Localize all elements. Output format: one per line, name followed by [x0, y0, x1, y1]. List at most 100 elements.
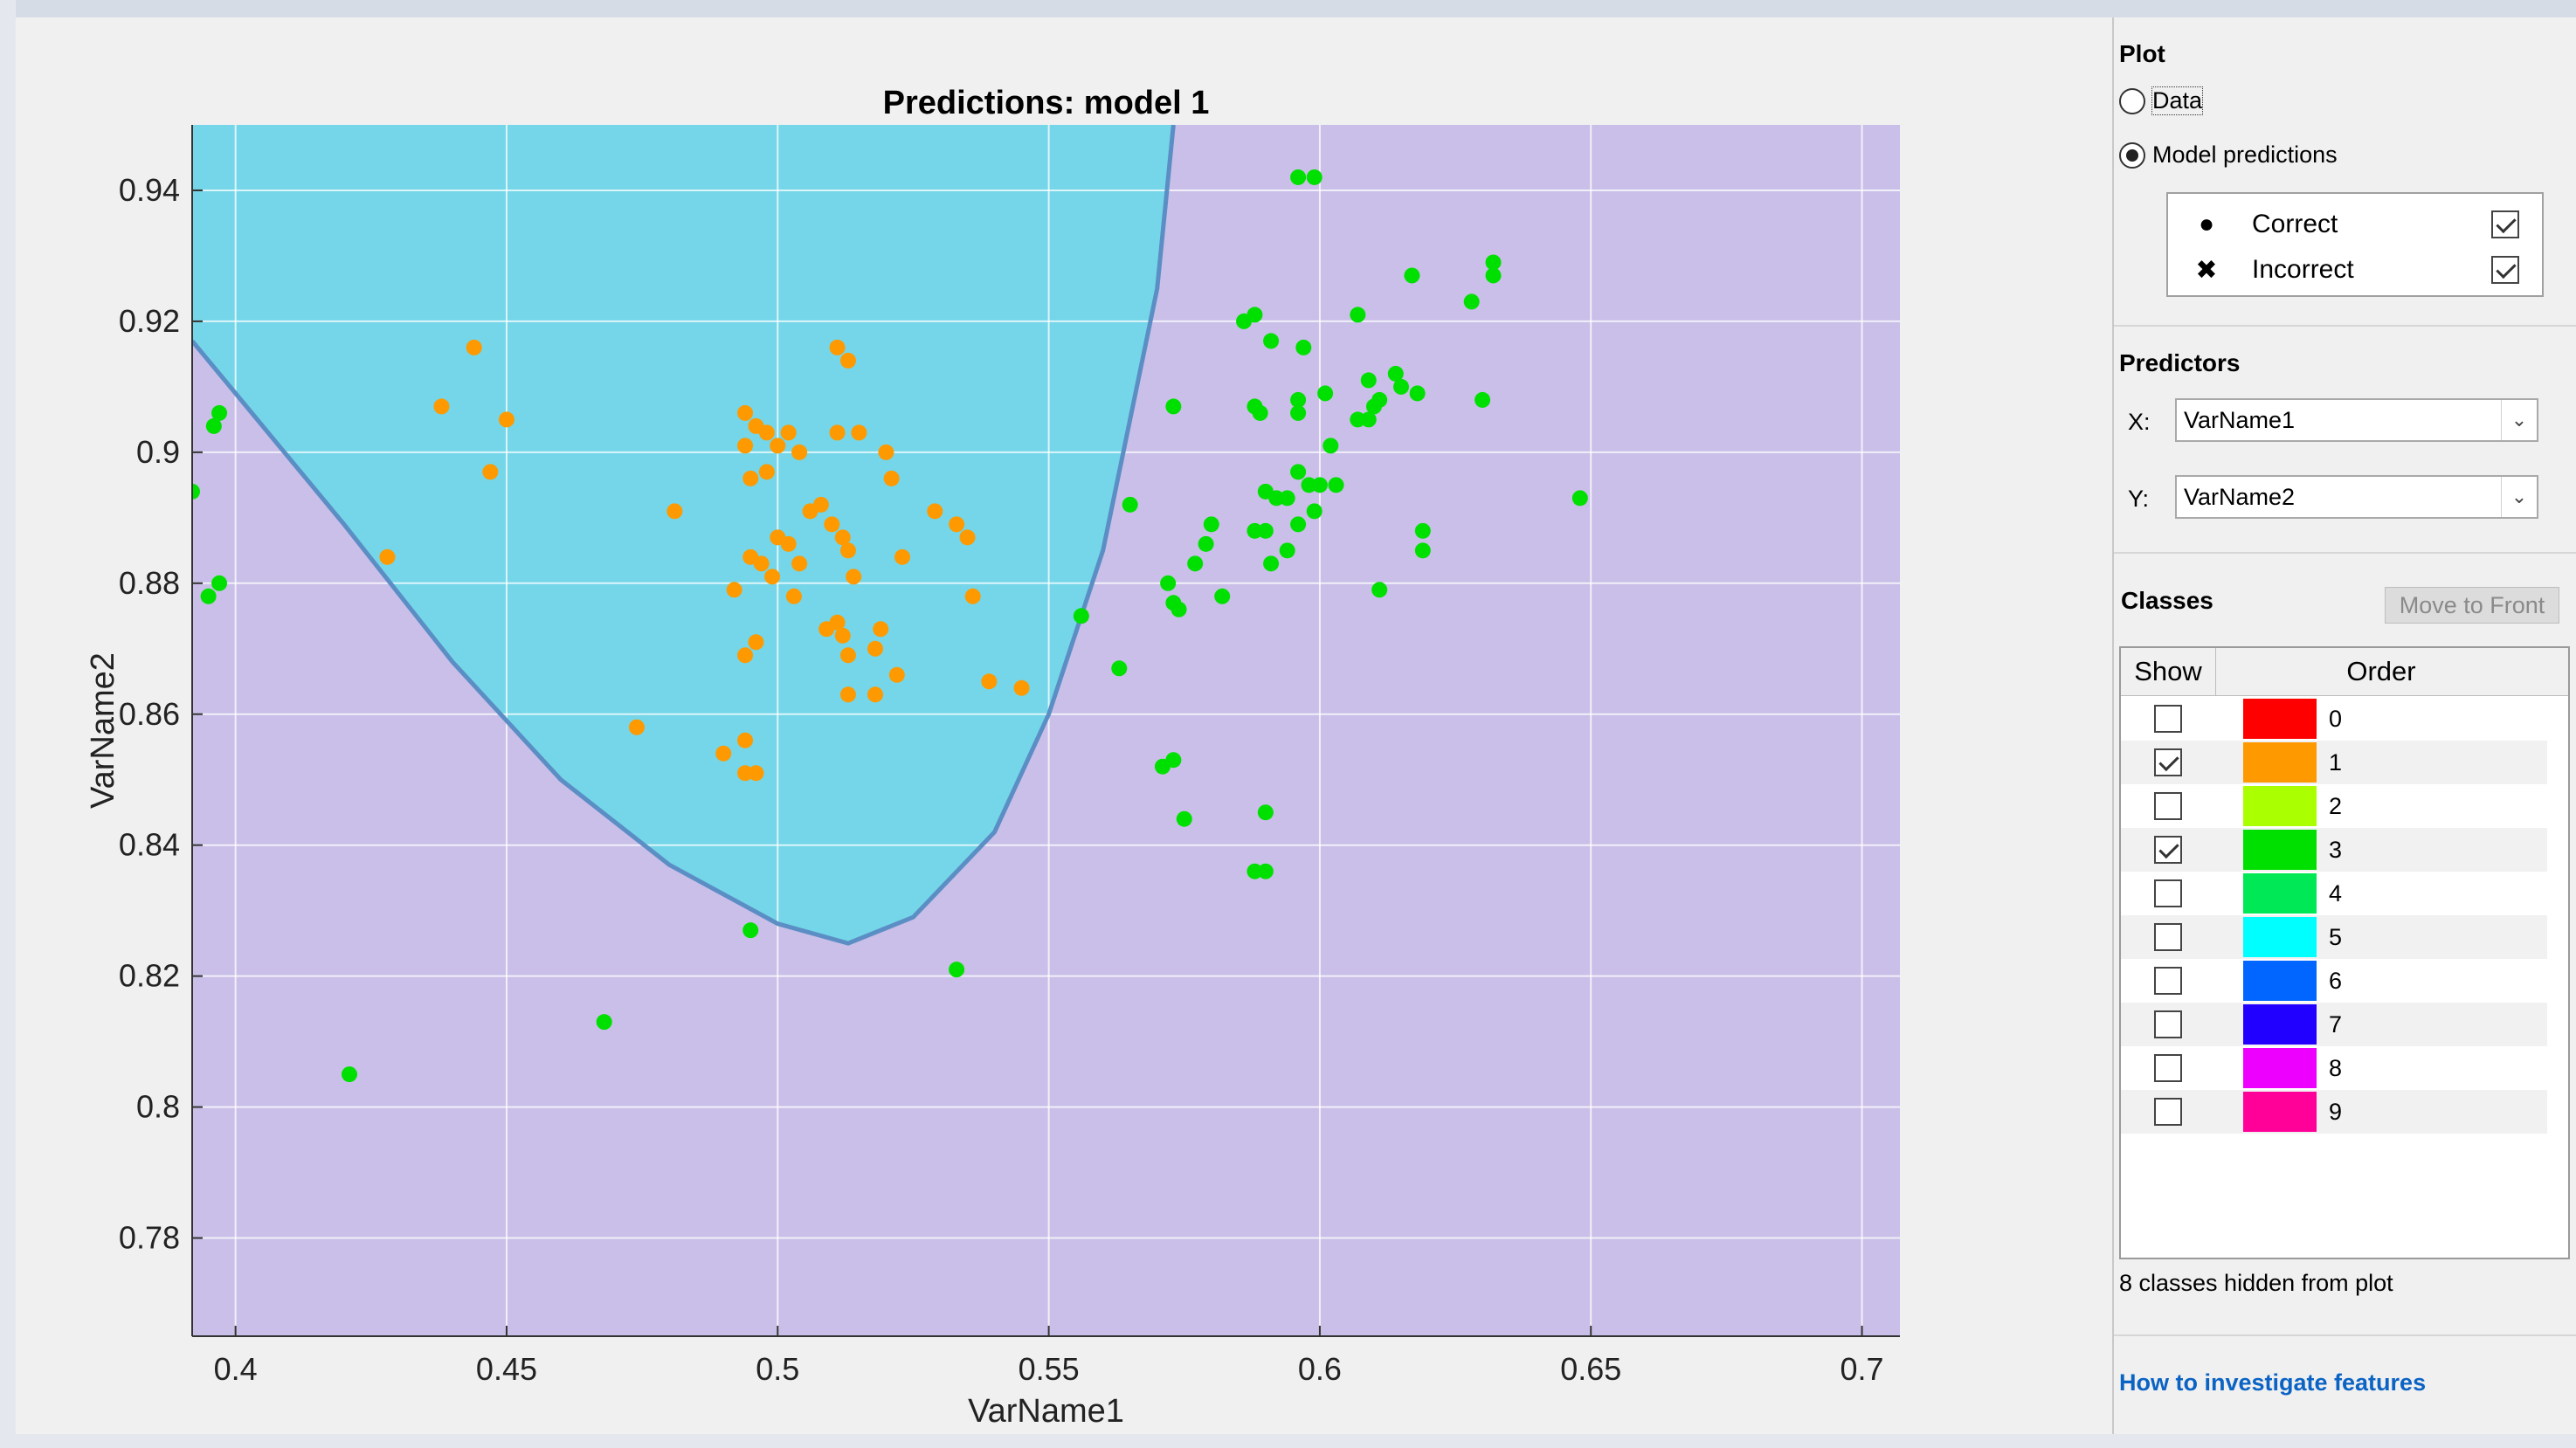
- data-point-class-3[interactable]: [1268, 490, 1285, 507]
- data-point-class-1[interactable]: [748, 765, 764, 782]
- move-to-front-button[interactable]: Move to Front: [2385, 587, 2559, 624]
- data-point-class-1[interactable]: [839, 352, 856, 369]
- data-point-class-1[interactable]: [824, 516, 840, 533]
- data-point-class-3[interactable]: [1247, 307, 1263, 323]
- data-point-class-1[interactable]: [748, 634, 764, 651]
- radio-predictions-circle[interactable]: [2119, 141, 2145, 169]
- show-column-header[interactable]: Show: [2121, 648, 2216, 695]
- correct-checkbox[interactable]: [2491, 210, 2519, 238]
- radio-model-predictions[interactable]: Model predictions: [2119, 141, 2338, 169]
- class-row[interactable]: 3: [2121, 828, 2547, 872]
- data-point-class-3[interactable]: [949, 962, 965, 978]
- data-point-class-3[interactable]: [742, 922, 759, 939]
- data-point-class-1[interactable]: [737, 404, 754, 421]
- data-point-class-1[interactable]: [758, 424, 775, 441]
- data-point-class-1[interactable]: [737, 438, 754, 454]
- data-point-class-3[interactable]: [184, 483, 200, 500]
- data-point-class-1[interactable]: [981, 673, 998, 690]
- order-column-header[interactable]: Order: [2346, 656, 2416, 686]
- data-point-class-3[interactable]: [1306, 503, 1323, 520]
- class-row[interactable]: 5: [2121, 915, 2547, 959]
- data-point-class-1[interactable]: [964, 588, 981, 604]
- data-point-class-3[interactable]: [341, 1066, 357, 1083]
- class-row[interactable]: 1: [2121, 741, 2547, 784]
- data-point-class-3[interactable]: [1290, 404, 1307, 421]
- data-point-class-1[interactable]: [829, 614, 846, 631]
- data-point-class-1[interactable]: [791, 555, 808, 572]
- data-point-class-3[interactable]: [1485, 267, 1502, 284]
- data-point-class-3[interactable]: [1171, 601, 1187, 617]
- data-point-class-3[interactable]: [211, 404, 228, 421]
- data-point-class-3[interactable]: [1247, 522, 1263, 539]
- data-point-class-1[interactable]: [498, 411, 515, 428]
- data-point-class-3[interactable]: [1160, 575, 1177, 591]
- data-point-class-1[interactable]: [666, 503, 683, 520]
- class-show-checkbox[interactable]: [2154, 792, 2182, 820]
- data-point-class-1[interactable]: [715, 745, 732, 762]
- data-point-class-1[interactable]: [959, 529, 976, 546]
- data-point-class-1[interactable]: [742, 470, 759, 486]
- chevron-down-icon[interactable]: ⌄: [2501, 477, 2537, 517]
- data-point-class-3[interactable]: [1409, 385, 1426, 402]
- data-point-class-1[interactable]: [867, 640, 883, 657]
- data-point-class-1[interactable]: [726, 582, 742, 598]
- data-point-class-1[interactable]: [851, 424, 867, 441]
- data-point-class-1[interactable]: [482, 464, 499, 480]
- data-point-class-3[interactable]: [1360, 372, 1377, 389]
- data-point-class-1[interactable]: [846, 569, 862, 585]
- class-show-checkbox[interactable]: [2154, 879, 2182, 907]
- data-point-class-1[interactable]: [839, 647, 856, 664]
- data-point-class-1[interactable]: [764, 569, 781, 585]
- data-point-class-1[interactable]: [878, 444, 894, 460]
- data-point-class-1[interactable]: [839, 542, 856, 559]
- data-point-class-1[interactable]: [812, 496, 829, 513]
- data-point-class-1[interactable]: [379, 548, 396, 565]
- data-point-class-1[interactable]: [433, 398, 450, 415]
- data-point-class-3[interactable]: [1350, 307, 1366, 323]
- data-point-class-3[interactable]: [1122, 496, 1138, 513]
- data-point-class-1[interactable]: [927, 503, 943, 520]
- data-point-class-3[interactable]: [1295, 339, 1312, 355]
- data-point-class-3[interactable]: [1279, 490, 1295, 507]
- data-point-class-1[interactable]: [888, 666, 905, 683]
- class-row[interactable]: 7: [2121, 1003, 2547, 1046]
- data-point-class-3[interactable]: [1323, 438, 1339, 454]
- data-point-class-3[interactable]: [1176, 810, 1192, 827]
- data-point-class-1[interactable]: [873, 621, 889, 638]
- data-point-class-3[interactable]: [1165, 752, 1182, 769]
- class-show-checkbox[interactable]: [2154, 1010, 2182, 1038]
- data-point-class-3[interactable]: [1360, 411, 1377, 428]
- data-point-class-3[interactable]: [1257, 804, 1274, 821]
- x-predictor-select[interactable]: VarName1 ⌄: [2175, 398, 2538, 442]
- data-point-class-1[interactable]: [737, 732, 754, 748]
- incorrect-checkbox[interactable]: [2491, 256, 2519, 284]
- data-point-class-3[interactable]: [1463, 293, 1480, 310]
- data-point-class-1[interactable]: [834, 627, 851, 644]
- data-point-class-3[interactable]: [1485, 254, 1502, 271]
- data-point-class-1[interactable]: [770, 438, 786, 454]
- class-show-checkbox[interactable]: [2154, 923, 2182, 951]
- class-row[interactable]: 9: [2121, 1090, 2547, 1134]
- data-point-class-3[interactable]: [211, 575, 228, 591]
- data-point-class-3[interactable]: [1252, 404, 1268, 421]
- data-point-class-3[interactable]: [1290, 169, 1307, 185]
- data-point-class-3[interactable]: [1290, 516, 1307, 533]
- data-point-class-3[interactable]: [1111, 660, 1128, 677]
- data-point-class-1[interactable]: [867, 686, 883, 703]
- data-point-class-1[interactable]: [780, 424, 797, 441]
- data-point-class-3[interactable]: [1474, 391, 1491, 408]
- radio-data-circle[interactable]: [2119, 87, 2145, 114]
- data-point-class-3[interactable]: [1317, 385, 1334, 402]
- class-row[interactable]: 8: [2121, 1046, 2547, 1090]
- data-point-class-1[interactable]: [839, 686, 856, 703]
- data-point-class-1[interactable]: [834, 529, 851, 546]
- y-predictor-select[interactable]: VarName2 ⌄: [2175, 475, 2538, 519]
- data-point-class-3[interactable]: [1387, 365, 1404, 382]
- data-point-class-3[interactable]: [1279, 542, 1295, 559]
- class-show-checkbox[interactable]: [2154, 705, 2182, 733]
- class-show-checkbox[interactable]: [2154, 748, 2182, 776]
- data-point-class-3[interactable]: [1328, 477, 1344, 493]
- data-point-class-1[interactable]: [737, 647, 754, 664]
- data-point-class-3[interactable]: [1198, 535, 1214, 552]
- data-point-class-3[interactable]: [1371, 582, 1388, 598]
